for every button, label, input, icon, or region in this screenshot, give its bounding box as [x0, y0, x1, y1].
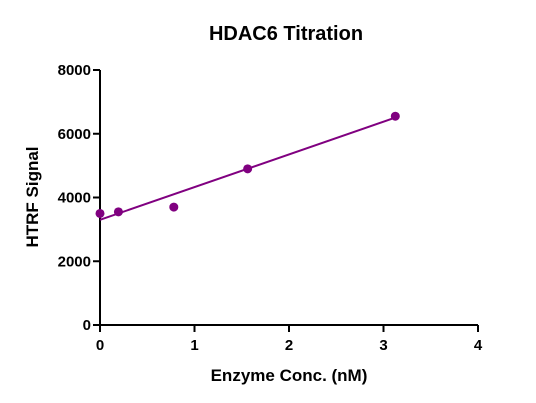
- data-point: [390, 111, 400, 121]
- data-point: [243, 164, 253, 174]
- data-points-group: [95, 111, 400, 218]
- x-axis: 0 1 2 3 4: [96, 324, 483, 354]
- data-point: [95, 208, 105, 218]
- y-axis-label: HTRF Signal: [23, 146, 42, 247]
- y-tick-label: 0: [83, 317, 91, 334]
- y-tick-label: 4000: [58, 190, 91, 207]
- y-tick-label: 8000: [58, 62, 91, 79]
- chart-title: HDAC6 Titration: [209, 23, 363, 45]
- x-tick-label: 0: [96, 337, 104, 354]
- x-tick-label: 2: [285, 337, 293, 354]
- x-tick-label: 4: [474, 337, 483, 354]
- x-axis-label: Enzyme Conc. (nM): [211, 366, 368, 385]
- y-tick-label: 6000: [58, 126, 91, 143]
- data-point: [169, 202, 179, 212]
- y-tick-label: 2000: [58, 253, 91, 270]
- y-axis: 0 2000 4000 6000 8000: [58, 62, 101, 334]
- x-tick-label: 1: [190, 337, 198, 354]
- x-tick-label: 3: [379, 337, 387, 354]
- data-point: [113, 207, 123, 217]
